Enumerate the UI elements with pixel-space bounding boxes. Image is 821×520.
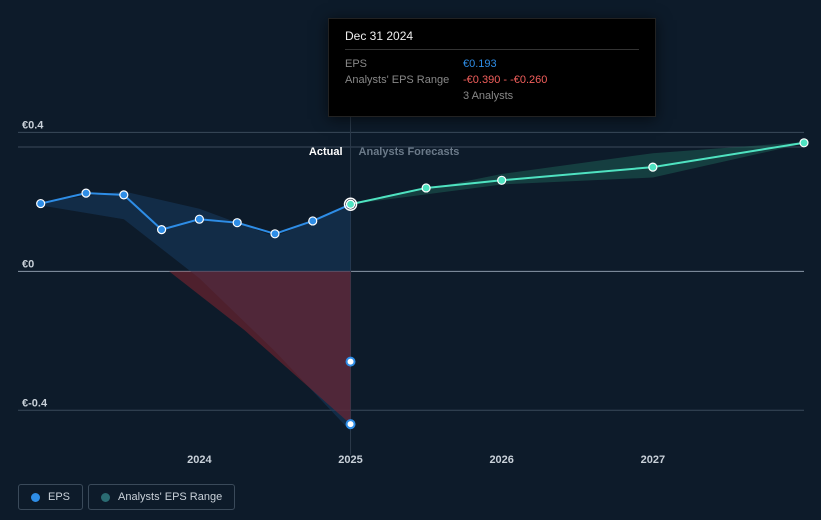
eps-forecast-marker[interactable] xyxy=(498,176,506,184)
section-label-actual: Actual xyxy=(309,146,343,158)
y-axis-label: €0.4 xyxy=(22,119,44,131)
eps-actual-marker[interactable] xyxy=(271,230,279,238)
section-label-forecast: Analysts Forecasts xyxy=(359,146,460,158)
legend-label: Analysts' EPS Range xyxy=(118,491,222,503)
legend-label: EPS xyxy=(48,491,70,503)
legend-dot-icon xyxy=(31,493,40,502)
range-marker[interactable] xyxy=(347,358,355,366)
x-axis-label: 2024 xyxy=(187,454,212,466)
tooltip-divider xyxy=(345,49,639,50)
tooltip-row-value: €0.193 xyxy=(463,58,497,70)
eps-actual-marker[interactable] xyxy=(309,217,317,225)
tooltip-row: 3 Analysts xyxy=(345,88,639,104)
eps-forecast-marker[interactable] xyxy=(422,184,430,192)
tooltip-row-label xyxy=(345,90,463,102)
x-axis-label: 2025 xyxy=(338,454,362,466)
eps-actual-marker[interactable] xyxy=(120,191,128,199)
eps-actual-marker[interactable] xyxy=(158,226,166,234)
tooltip-row-value: -€0.390 - -€0.260 xyxy=(463,74,547,86)
eps-forecast-marker[interactable] xyxy=(649,163,657,171)
x-axis-label: 2027 xyxy=(641,454,665,466)
eps-actual-marker[interactable] xyxy=(37,200,45,208)
tooltip-row: EPS€0.193 xyxy=(345,56,639,72)
tooltip-row: Analysts' EPS Range-€0.390 - -€0.260 xyxy=(345,72,639,88)
legend-dot-icon xyxy=(101,493,110,502)
x-axis-label: 2026 xyxy=(489,454,513,466)
eps-actual-marker[interactable] xyxy=(195,215,203,223)
legend-item-eps[interactable]: EPS xyxy=(18,484,83,510)
tooltip-row-value: 3 Analysts xyxy=(463,90,513,102)
legend-item-range[interactable]: Analysts' EPS Range xyxy=(88,484,235,510)
chart-tooltip: Dec 31 2024 EPS€0.193Analysts' EPS Range… xyxy=(328,18,656,117)
range-marker[interactable] xyxy=(347,420,355,428)
eps-actual-marker[interactable] xyxy=(82,189,90,197)
eps-forecast-marker[interactable] xyxy=(800,139,808,147)
eps-chart: €0.4 €0 €-0.4 Actual Analysts Forecasts 2024 2… xyxy=(0,0,821,520)
y-axis-label: €-0.4 xyxy=(22,397,48,409)
tooltip-date: Dec 31 2024 xyxy=(345,29,639,43)
eps-forecast-marker[interactable] xyxy=(347,200,355,208)
eps-actual-marker[interactable] xyxy=(233,219,241,227)
tooltip-row-label: Analysts' EPS Range xyxy=(345,74,463,86)
y-axis-label: €0 xyxy=(22,258,34,270)
tooltip-row-label: EPS xyxy=(345,58,463,70)
